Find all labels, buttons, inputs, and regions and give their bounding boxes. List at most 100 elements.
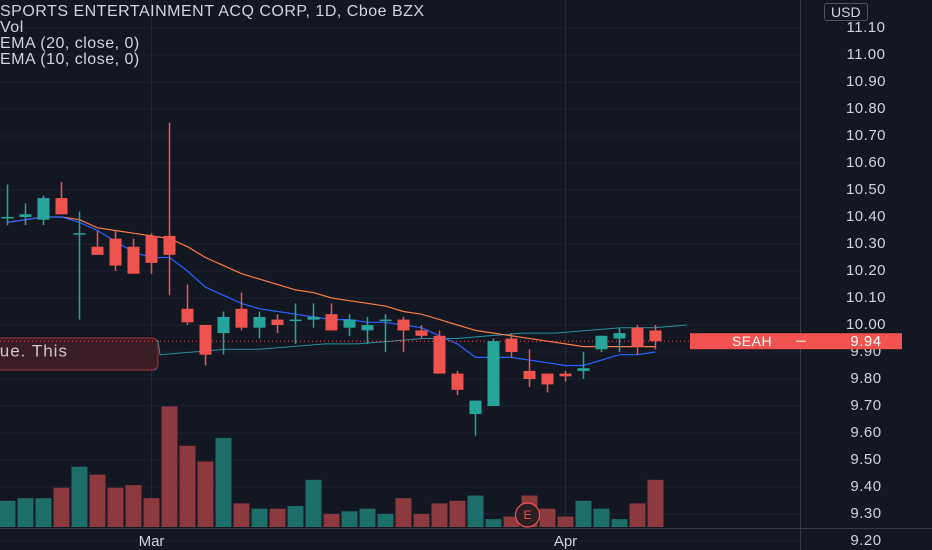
volume-bar [179,445,196,527]
volume-bar [485,519,502,527]
candle-body [253,316,266,328]
price-tick-label: 10.30 [846,235,886,252]
volume-bars [0,406,664,527]
price-tag [800,333,902,350]
volume-bar [557,516,574,527]
candle-body [19,214,32,217]
price-tick-label: 9.40 [850,478,881,495]
price-axis-background [800,0,932,550]
candle-body [451,373,464,390]
volume-bar [89,474,106,527]
candle-body [91,246,104,255]
ema20-indicator-label[interactable]: EMA (20, close, 0) [0,35,140,52]
candle-body [379,319,392,322]
candle-body [559,373,572,377]
volume-bar [611,519,628,527]
price-tick-label: 10.80 [846,100,886,117]
volume-bar [107,487,124,527]
earnings-marker [514,502,541,528]
volume-bar [413,513,430,527]
volume-indicator-label[interactable]: Vol [0,19,24,36]
volume-bar [647,479,664,527]
candle-body [307,316,320,320]
candle-body [505,338,518,352]
candle-body [181,308,194,323]
candle-body [469,400,482,415]
volume-bar [431,503,448,527]
volume-bar [323,513,340,527]
price-tick-label: 9.20 [850,532,881,549]
candle-body [541,373,554,385]
volume-bar [197,461,214,527]
candle-body [145,235,158,263]
ema10-indicator-label[interactable]: EMA (10, close, 0) [0,51,140,68]
price-tick-label: 11.00 [847,46,886,63]
candle-body [397,319,410,331]
candle-body [577,368,590,371]
volume-bar [35,498,52,527]
volume-bar [377,513,394,527]
volume-bar [251,508,268,527]
candle-body [199,325,212,355]
price-tick-label: 11.10 [847,19,886,36]
price-tick-label: 9.80 [850,370,881,387]
volume-bar [395,498,412,527]
candle-body [631,327,644,347]
volume-bar [503,516,520,527]
volume-bar [125,485,142,527]
earnings-marker-label: E [523,508,531,522]
candle-body [109,238,122,266]
volume-bar [17,498,34,527]
candle-body [649,330,662,342]
volume-bar [467,495,484,527]
volume-bar [305,479,322,527]
chart-legend: SPORTS ENTERTAINMENT ACQ CORP, 1D, Cboe … [0,4,425,68]
candle-body [613,333,626,339]
candle-body [73,233,86,235]
price-tag-label: 9.94 [850,333,881,350]
price-tick-label: 9.70 [850,397,881,414]
chart-title[interactable]: SPORTS ENTERTAINMENT ACQ CORP, 1D, Cboe … [0,3,425,20]
volume-bar [233,503,250,527]
candle-body [415,330,428,336]
price-axis: 9.209.309.409.509.609.709.809.9010.0010.… [846,19,886,549]
candle-body [361,325,374,331]
candle-body [127,246,140,274]
overlay-text-box [0,337,159,371]
candle-body [271,319,284,325]
volume-bar [341,511,358,527]
volume-bar [629,503,646,527]
volume-bar [0,500,16,527]
candle-body [433,335,446,374]
time-axis: Mar Apr [139,533,578,550]
candle-body [343,319,356,328]
volume-bar [539,508,556,527]
candle-body [37,198,50,220]
price-tick-label: 10.00 [846,316,886,333]
time-tick-label: Mar [139,533,165,550]
candle-body [289,319,302,322]
price-tick-label: 10.10 [846,289,886,306]
overlay-text: lue. This [0,341,68,360]
price-tick-label: 10.70 [846,127,886,144]
volume-bar [449,500,466,527]
price-tick-label: 9.30 [850,505,881,522]
price-tick-label: 10.50 [846,181,886,198]
volume-bar [215,437,232,527]
price-tick-label: 10.20 [846,262,886,279]
time-tick-label: Apr [554,533,577,550]
price-tick-label: 10.90 [846,73,886,90]
candle-body [523,370,536,379]
currency-badge[interactable]: USD [824,3,868,21]
volume-bar [53,487,70,527]
volume-bar [143,498,160,527]
candle-body [235,308,248,328]
price-tick-label: 9.60 [850,424,881,441]
volume-bar [161,406,178,527]
volume-bar [359,508,376,527]
price-tick-label: 9.50 [850,451,881,468]
indicator-overlay: lue. This [0,324,688,371]
volume-bar [575,500,592,527]
candlesticks: E [1,122,662,528]
